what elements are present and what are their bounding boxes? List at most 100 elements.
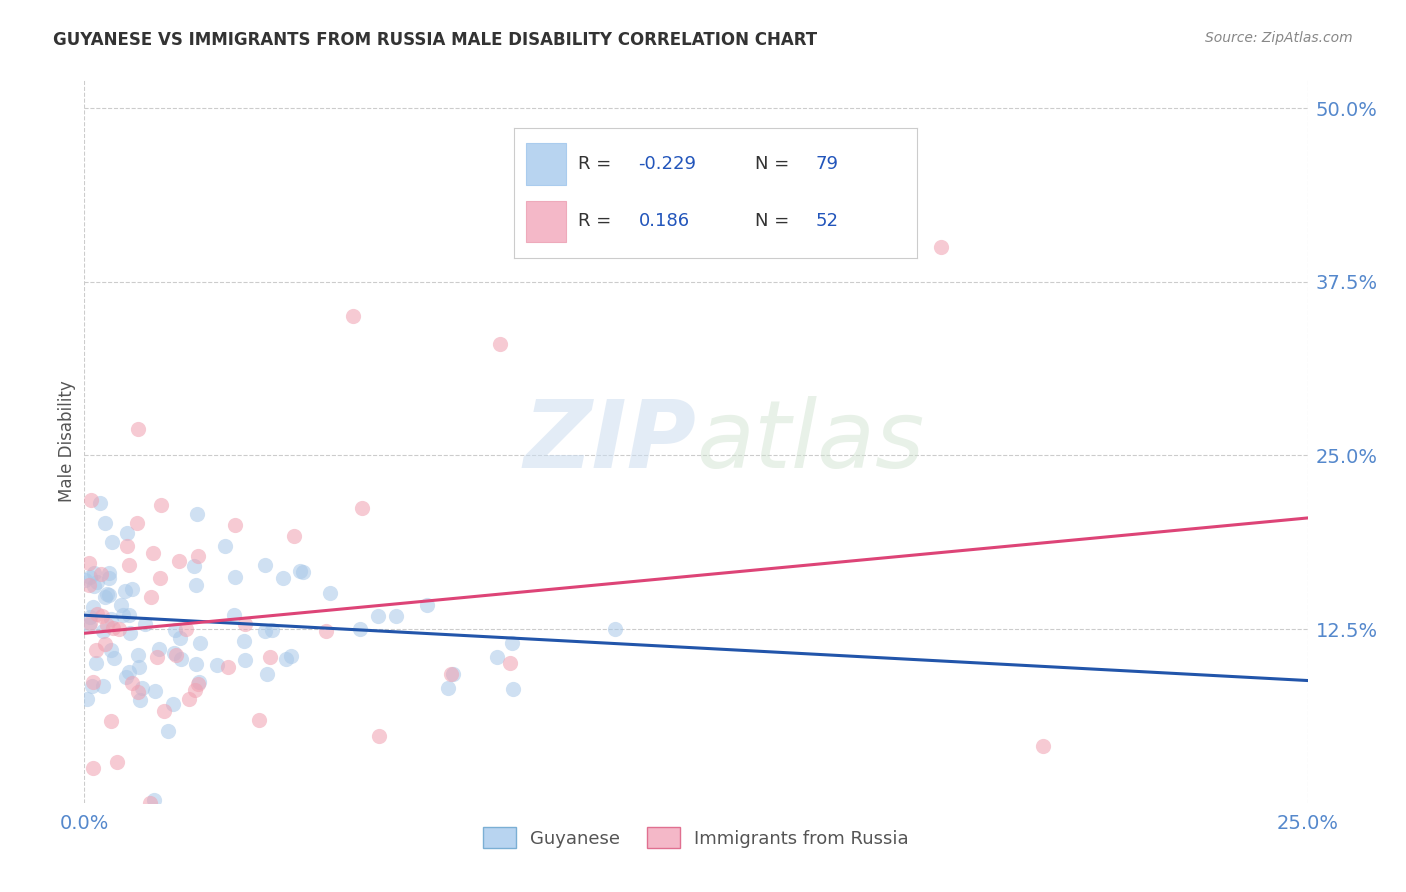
Text: atlas: atlas <box>696 396 924 487</box>
Point <box>86 575 108 590</box>
Text: 0.186: 0.186 <box>638 212 690 230</box>
Point <box>233 617 256 632</box>
Text: 79: 79 <box>815 154 839 172</box>
Point <box>73 573 96 587</box>
Point <box>217 659 239 673</box>
Point <box>118 558 141 572</box>
Point <box>127 648 149 662</box>
Point <box>90 608 112 623</box>
Text: R =: R = <box>578 154 617 172</box>
Point <box>207 657 229 672</box>
Point <box>115 670 138 684</box>
Point <box>82 675 104 690</box>
Point <box>96 587 118 601</box>
Point <box>485 649 508 664</box>
Point <box>184 657 207 671</box>
Point <box>253 624 276 638</box>
Point <box>224 517 246 532</box>
Point <box>94 637 117 651</box>
Point <box>103 621 125 635</box>
Point <box>86 607 108 621</box>
Point <box>91 624 114 638</box>
Point <box>501 636 523 650</box>
Point <box>184 682 207 697</box>
Point <box>79 570 101 584</box>
Point <box>115 539 138 553</box>
Point <box>184 577 207 591</box>
Bar <box>526 201 567 243</box>
Point <box>134 617 156 632</box>
Point <box>177 691 200 706</box>
Point <box>100 534 122 549</box>
Point <box>167 554 190 568</box>
Point <box>224 608 246 623</box>
Point <box>97 588 120 602</box>
Point <box>170 652 193 666</box>
Point <box>84 656 107 670</box>
Point <box>385 608 408 623</box>
Point <box>174 623 197 637</box>
Point <box>247 713 270 727</box>
Point <box>183 558 205 573</box>
Point <box>139 590 162 604</box>
Point <box>224 570 246 584</box>
Point <box>143 684 166 698</box>
Point <box>367 609 389 624</box>
Text: ZIP: ZIP <box>523 395 696 488</box>
Point <box>291 565 314 579</box>
Point <box>112 607 135 622</box>
Point <box>280 648 302 663</box>
Point <box>108 622 131 636</box>
Point <box>103 651 125 665</box>
Point <box>315 624 337 639</box>
Point <box>80 493 103 508</box>
Point <box>259 650 281 665</box>
Text: N =: N = <box>755 154 796 172</box>
Point <box>142 546 165 560</box>
Text: 52: 52 <box>815 212 839 230</box>
Point <box>131 681 153 695</box>
Point <box>734 198 756 212</box>
Text: Source: ZipAtlas.com: Source: ZipAtlas.com <box>1205 31 1353 45</box>
Point <box>153 705 176 719</box>
Point <box>77 578 100 592</box>
Point <box>146 650 169 665</box>
Point <box>127 685 149 699</box>
Point <box>256 666 278 681</box>
Point <box>77 556 100 570</box>
Point <box>105 755 128 769</box>
Point <box>187 549 209 563</box>
Point <box>319 586 342 600</box>
Point <box>169 631 191 645</box>
Point <box>83 566 105 581</box>
Point <box>437 681 460 695</box>
Point <box>121 676 143 690</box>
Point <box>125 516 148 530</box>
Point <box>114 584 136 599</box>
Point <box>127 422 149 436</box>
Point <box>349 623 371 637</box>
Legend: Guyanese, Immigrants from Russia: Guyanese, Immigrants from Russia <box>477 820 915 855</box>
Text: GUYANESE VS IMMIGRANTS FROM RUSSIA MALE DISABILITY CORRELATION CHART: GUYANESE VS IMMIGRANTS FROM RUSSIA MALE … <box>53 31 817 49</box>
Point <box>603 622 626 636</box>
Point <box>1032 739 1054 753</box>
Point <box>254 558 277 573</box>
Text: N =: N = <box>755 212 796 230</box>
Point <box>186 507 208 521</box>
Point <box>79 615 101 630</box>
Point <box>502 681 524 696</box>
Point <box>214 539 236 553</box>
Point <box>187 675 209 690</box>
Point <box>118 608 141 623</box>
Point <box>91 679 114 693</box>
Point <box>89 496 111 510</box>
Point <box>110 599 132 613</box>
Point <box>440 667 463 681</box>
Point <box>139 796 162 810</box>
Point <box>142 792 165 806</box>
Point <box>283 528 305 542</box>
Point <box>121 582 143 596</box>
Point <box>100 643 122 657</box>
Point <box>441 667 464 681</box>
Point <box>416 598 439 612</box>
